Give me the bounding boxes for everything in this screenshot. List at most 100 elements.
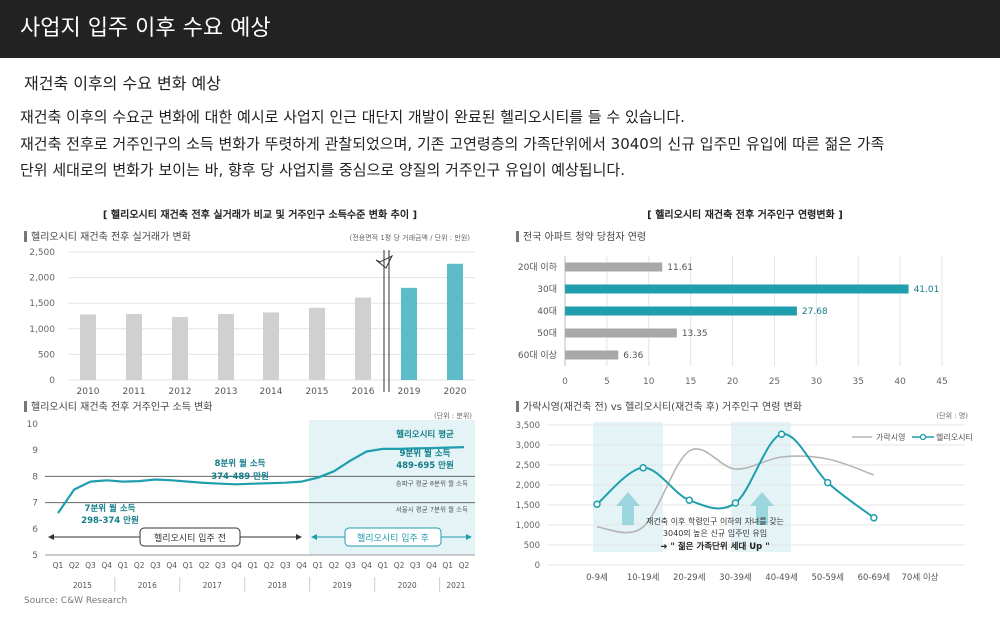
chart1-bar	[447, 263, 463, 380]
chart3-quarter-label: Q3	[280, 561, 291, 570]
chart3-ytick-label: 9	[32, 446, 38, 456]
chart4-point-helio	[777, 430, 786, 438]
chart3-title-marker	[24, 401, 27, 412]
chart3-annotation: 9분위 월 소득	[400, 448, 451, 459]
chart4-series-line-garak	[596, 448, 875, 534]
chart3-ytick-label: 6	[32, 525, 38, 535]
chart3-unit-note: (단위 : 분위)	[434, 411, 472, 420]
chart4-point-helio	[685, 496, 694, 504]
chart2-title-marker	[516, 231, 519, 242]
chart3-year-label: 2015	[73, 581, 92, 590]
chart3-arrowhead	[466, 534, 472, 540]
chart3-quarter-label: Q4	[101, 561, 112, 570]
chart2-category-label: 40대	[537, 306, 557, 317]
header-bar: 사업지 입주 이후 수요 예상	[0, 0, 1000, 58]
page-title: 사업지 입주 이후 수요 예상	[20, 16, 271, 41]
chart3-year-label: 2018	[268, 581, 287, 590]
chart3-quarter-label: Q2	[199, 561, 210, 570]
chart4-up-arrow	[750, 492, 774, 525]
chart3-series-line	[57, 446, 465, 514]
chart1-xtick-label: 2014	[260, 387, 283, 397]
chart3-quarter-label: Q3	[345, 561, 356, 570]
chart4-annotation: 재건축 이후 학령인구 이하의 자녀를 갖는	[646, 516, 784, 526]
chart3-ytick-label: 5	[32, 551, 38, 561]
age-line-chart: 가락시영(재건축 전) vs 헬리오시티(재건축 후) 거주인구 연령 변화 (단…	[516, 401, 973, 583]
chart1-bar	[218, 313, 234, 380]
chart4-xtick-label: 30-39세	[719, 573, 752, 583]
chart4-point-helio	[870, 514, 878, 522]
chart3-quarter-label: Q4	[361, 561, 372, 570]
chart3-quarter-label: Q2	[69, 561, 80, 570]
chart3-annotation: 374-489 만원	[211, 471, 269, 482]
chart3-annotation: 8분위 월 소득	[215, 458, 266, 469]
chart4-legend-label-helio: 헬리오시티	[936, 432, 973, 442]
price-bar-chart: 헬리오시티 재건축 전후 실거래가 변화 (전용면적 1평 당 거래금액 / 단위…	[24, 231, 475, 397]
chart4-ytick-label: 1,000	[516, 521, 540, 531]
chart2-xtick-label: 10	[643, 377, 655, 387]
chart4-highlight-band	[593, 422, 663, 552]
chart1-ytick-label: 0	[49, 376, 55, 386]
chart3-quarter-label: Q1	[118, 561, 129, 570]
chart4-xtick-label: 10-19세	[627, 573, 660, 583]
chart3-quarter-label: Q2	[459, 561, 470, 570]
chart3-ytick-label: 10	[27, 420, 39, 430]
chart4-xtick-label: 70세 이상	[902, 572, 939, 583]
chart3-ytick-label: 7	[32, 499, 38, 509]
chart3-annotation: 헬리오시티 평균	[396, 429, 454, 440]
chart4-point-helio	[639, 464, 647, 472]
chart3-quarter-label: Q3	[150, 561, 161, 570]
chart3-reference-label: 송파구 평균 8분위 월 소득	[396, 478, 468, 487]
chart2-xtick-label: 35	[852, 377, 863, 387]
chart3-quarter-label: Q4	[296, 561, 307, 570]
chart4-ytick-label: 1,500	[516, 501, 540, 511]
chart3-arrowhead	[311, 534, 317, 540]
chart3-quarter-label: Q1	[442, 561, 453, 570]
chart2-category-label: 60대 이상	[518, 350, 557, 361]
chart3-year-label: 2016	[138, 581, 157, 590]
chart3-annotation: 7분위 월 소득	[85, 503, 136, 514]
chart4-xtick-label: 50-59세	[811, 573, 844, 583]
chart3-quarter-label: Q2	[134, 561, 145, 570]
chart3-year-label: 2019	[333, 581, 352, 590]
chart4-legend-label-garak: 가락시영	[876, 432, 905, 442]
chart2-bar	[565, 262, 663, 272]
chart2-xtick-label: 40	[894, 377, 906, 387]
chart4-xtick-label: 20-29세	[673, 573, 706, 583]
chart4-xtick-label: 40-49세	[765, 573, 798, 583]
chart3-year-label: 2021	[446, 581, 465, 590]
chart3-quarter-label: Q3	[85, 561, 96, 570]
chart3-arrowhead	[296, 534, 302, 540]
age-hbar-chart: 전국 아파트 청약 당첨자 연령 0 5 10 15 20 25 30 35 40 45 20대 이하…	[516, 231, 948, 387]
section-subtitle: 재건축 이후의 수요 변화 예상	[24, 74, 221, 93]
chart2-xtick-label: 5	[604, 377, 610, 387]
chart2-bar	[565, 284, 909, 294]
chart3-quarter-label: Q4	[166, 561, 177, 570]
chart1-bar	[126, 313, 142, 380]
source-note: Source: C&W Research	[24, 596, 127, 606]
income-line-chart: 헬리오시티 재건축 전후 거주인구 소득 변화 (단위 : 분위) 5 6 7 8 9 10 송…	[24, 401, 475, 592]
chart4-title-marker	[516, 401, 519, 412]
chart2-category-label: 50대	[537, 328, 557, 339]
chart1-bar	[355, 297, 371, 380]
chart3-year-label: 2017	[203, 581, 222, 590]
chart3-title: 헬리오시티 재건축 전후 거주인구 소득 변화	[31, 401, 213, 413]
chart3-quarter-label: Q1	[312, 561, 323, 570]
chart1-title: 헬리오시티 재건축 전후 실거래가 변화	[31, 231, 191, 243]
chart4-point-helio	[823, 478, 832, 487]
chart4-unit-note: (단위 : 명)	[936, 411, 968, 420]
chart4-xtick-label: 0-9세	[586, 573, 608, 583]
body-text-line-1: 재건축 이후의 수요군 변화에 대한 예시로 사업지 인근 대단지 개발이 완료…	[20, 108, 685, 126]
chart4-ytick-label: 0	[535, 561, 540, 571]
chart2-xtick-label: 15	[685, 377, 696, 387]
chart1-xtick-label: 2020	[444, 387, 467, 397]
chart3-quarter-label: Q2	[394, 561, 405, 570]
chart1-bar	[172, 317, 188, 380]
chart2-xtick-label: 20	[727, 377, 739, 387]
chart3-quarter-label: Q1	[53, 561, 64, 570]
chart3-quarter-label: Q3	[215, 561, 226, 570]
chart1-ytick-label: 2,000	[29, 274, 55, 284]
chart4-annotation: 3040의 높은 신규 입주민 유입	[663, 528, 767, 538]
chart3-year-label: 2020	[398, 581, 417, 590]
chart2-value-label: 11.61	[667, 263, 693, 273]
